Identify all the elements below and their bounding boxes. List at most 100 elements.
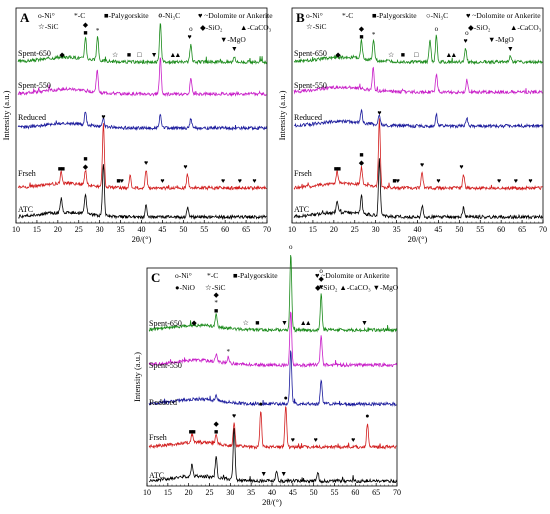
legend-entry: ■-Palygorskite [372, 11, 417, 20]
x-tick-label: 55 [476, 225, 484, 234]
phase-marker: ♥ [291, 436, 295, 444]
x-tick-label: 35 [117, 225, 125, 234]
legend-entry: ◆-SiO₂ ▲-CaCO₃ ▼-MgO [315, 283, 399, 292]
legend-entry: ○-Ni₃C [426, 11, 448, 20]
phase-marker: ◆ [318, 275, 324, 283]
phase-marker: o [159, 11, 163, 19]
series-label: ATC [18, 205, 33, 214]
x-tick-label: 40 [414, 225, 422, 234]
phase-marker: ♥ [497, 177, 501, 185]
x-tick-label: 70 [539, 225, 547, 234]
phase-marker: ♥ [252, 177, 256, 185]
phase-marker: ◆ [359, 159, 365, 167]
phase-marker: ▼ [361, 319, 368, 327]
legend-entry: *-C [207, 271, 218, 280]
x-tick-label: 15 [164, 488, 172, 497]
series-line-spent-550 [148, 311, 397, 368]
phase-marker: ■ [116, 177, 120, 185]
series-line-spent-650 [17, 23, 267, 66]
phase-marker: ■ [83, 155, 87, 163]
phase-marker: ♥ [528, 177, 532, 185]
x-tick-label: 55 [331, 488, 339, 497]
phase-marker: ◆ [213, 291, 219, 299]
phase-marker: ■ [127, 51, 131, 59]
phase-marker: ▲ [174, 51, 181, 59]
x-tick-label: 10 [143, 488, 151, 497]
phase-marker: ▲ [305, 319, 312, 327]
y-axis-label: Intensity (a.u.) [277, 90, 287, 140]
legend-entry: ☆-SiC [306, 22, 326, 31]
phase-marker: ☆ [388, 51, 394, 59]
x-tick-label: 40 [138, 225, 146, 234]
x-tick-label: 35 [393, 225, 401, 234]
phase-marker: o [189, 25, 193, 33]
series-label: Frseh [18, 169, 36, 178]
legend-entry: ♥ ~Dolomite or Ankerite [315, 271, 390, 280]
legend-entry: ♥ ~Dolomite or Ankerite [466, 11, 541, 20]
x-tick-label: 10 [12, 225, 20, 234]
legend-entry: ▲-CaCO₃ [240, 23, 272, 32]
series-label: Reduced [18, 113, 46, 122]
phase-marker: ◆ [213, 420, 219, 428]
x-tick-label: 50 [179, 225, 187, 234]
series-label: Spent-550 [294, 81, 327, 90]
x-tick-label: 20 [330, 225, 338, 234]
x-tick-label: 65 [518, 225, 526, 234]
phase-marker: ▼ [260, 470, 267, 478]
phase-marker: ♥ [464, 37, 468, 45]
legend-entry: ◆-SiO₂ [468, 23, 491, 32]
phase-marker: ▲ [450, 51, 457, 59]
phase-marker: ♥ [436, 177, 440, 185]
phase-marker: ☆ [112, 51, 118, 59]
x-tick-label: 65 [372, 488, 380, 497]
x-tick-label: 35 [247, 488, 255, 497]
panel-letter: C [151, 270, 160, 285]
legend-entry: o-Ni° [306, 11, 323, 20]
phase-marker: ■ [392, 177, 396, 185]
phase-marker: ■ [401, 51, 405, 59]
phase-marker: ■ [61, 165, 65, 173]
phase-marker: ♥ [314, 436, 318, 444]
series-line-atc [293, 158, 543, 220]
x-axis-label: 2θ/(°) [408, 234, 428, 244]
phase-marker: ■ [359, 33, 363, 41]
phase-marker: ● [259, 400, 263, 408]
phase-marker: o [435, 25, 439, 33]
phase-marker: ● [365, 412, 369, 420]
panel-letter: B [296, 10, 305, 25]
series-label: Frseh [149, 433, 167, 442]
phase-marker: ■ [359, 151, 363, 159]
phase-marker: ▼ [280, 470, 287, 478]
phase-marker: ◆ [335, 51, 341, 59]
phase-marker: ♥ [459, 163, 463, 171]
phase-marker: * [214, 299, 218, 307]
phase-marker: ♥ [514, 177, 518, 185]
phase-marker: ♥ [160, 177, 164, 185]
x-tick-label: 60 [221, 225, 229, 234]
series-line-atc [148, 428, 397, 485]
legend-entry: ○-Ni₃C [158, 11, 180, 20]
x-tick-label: 70 [393, 488, 401, 497]
series-line-spent-650 [293, 34, 543, 66]
x-tick-label: 15 [33, 225, 41, 234]
x-axis-label: 2θ/(°) [262, 497, 282, 507]
series-line-reduced [148, 350, 397, 408]
series-label: Spent-550 [149, 361, 182, 370]
legend-entry: ■-Palygorskite [104, 11, 149, 20]
phase-marker: ▼ [231, 45, 238, 53]
x-tick-label: 30 [96, 225, 104, 234]
x-tick-label: 25 [351, 225, 359, 234]
phase-marker: ♥ [232, 412, 236, 420]
phase-marker: ◆ [83, 21, 89, 29]
phase-marker: ■ [192, 428, 196, 436]
x-tick-label: 30 [226, 488, 234, 497]
series-line-frseh [17, 123, 267, 191]
x-tick-label: 65 [242, 225, 250, 234]
series-label: Reduced [294, 113, 322, 122]
phase-marker: * [227, 348, 231, 356]
phase-marker: ■ [214, 428, 218, 436]
phase-marker: □ [414, 51, 419, 59]
legend-entry: o-Ni° [38, 11, 55, 20]
phase-marker: ♥ [377, 109, 381, 117]
